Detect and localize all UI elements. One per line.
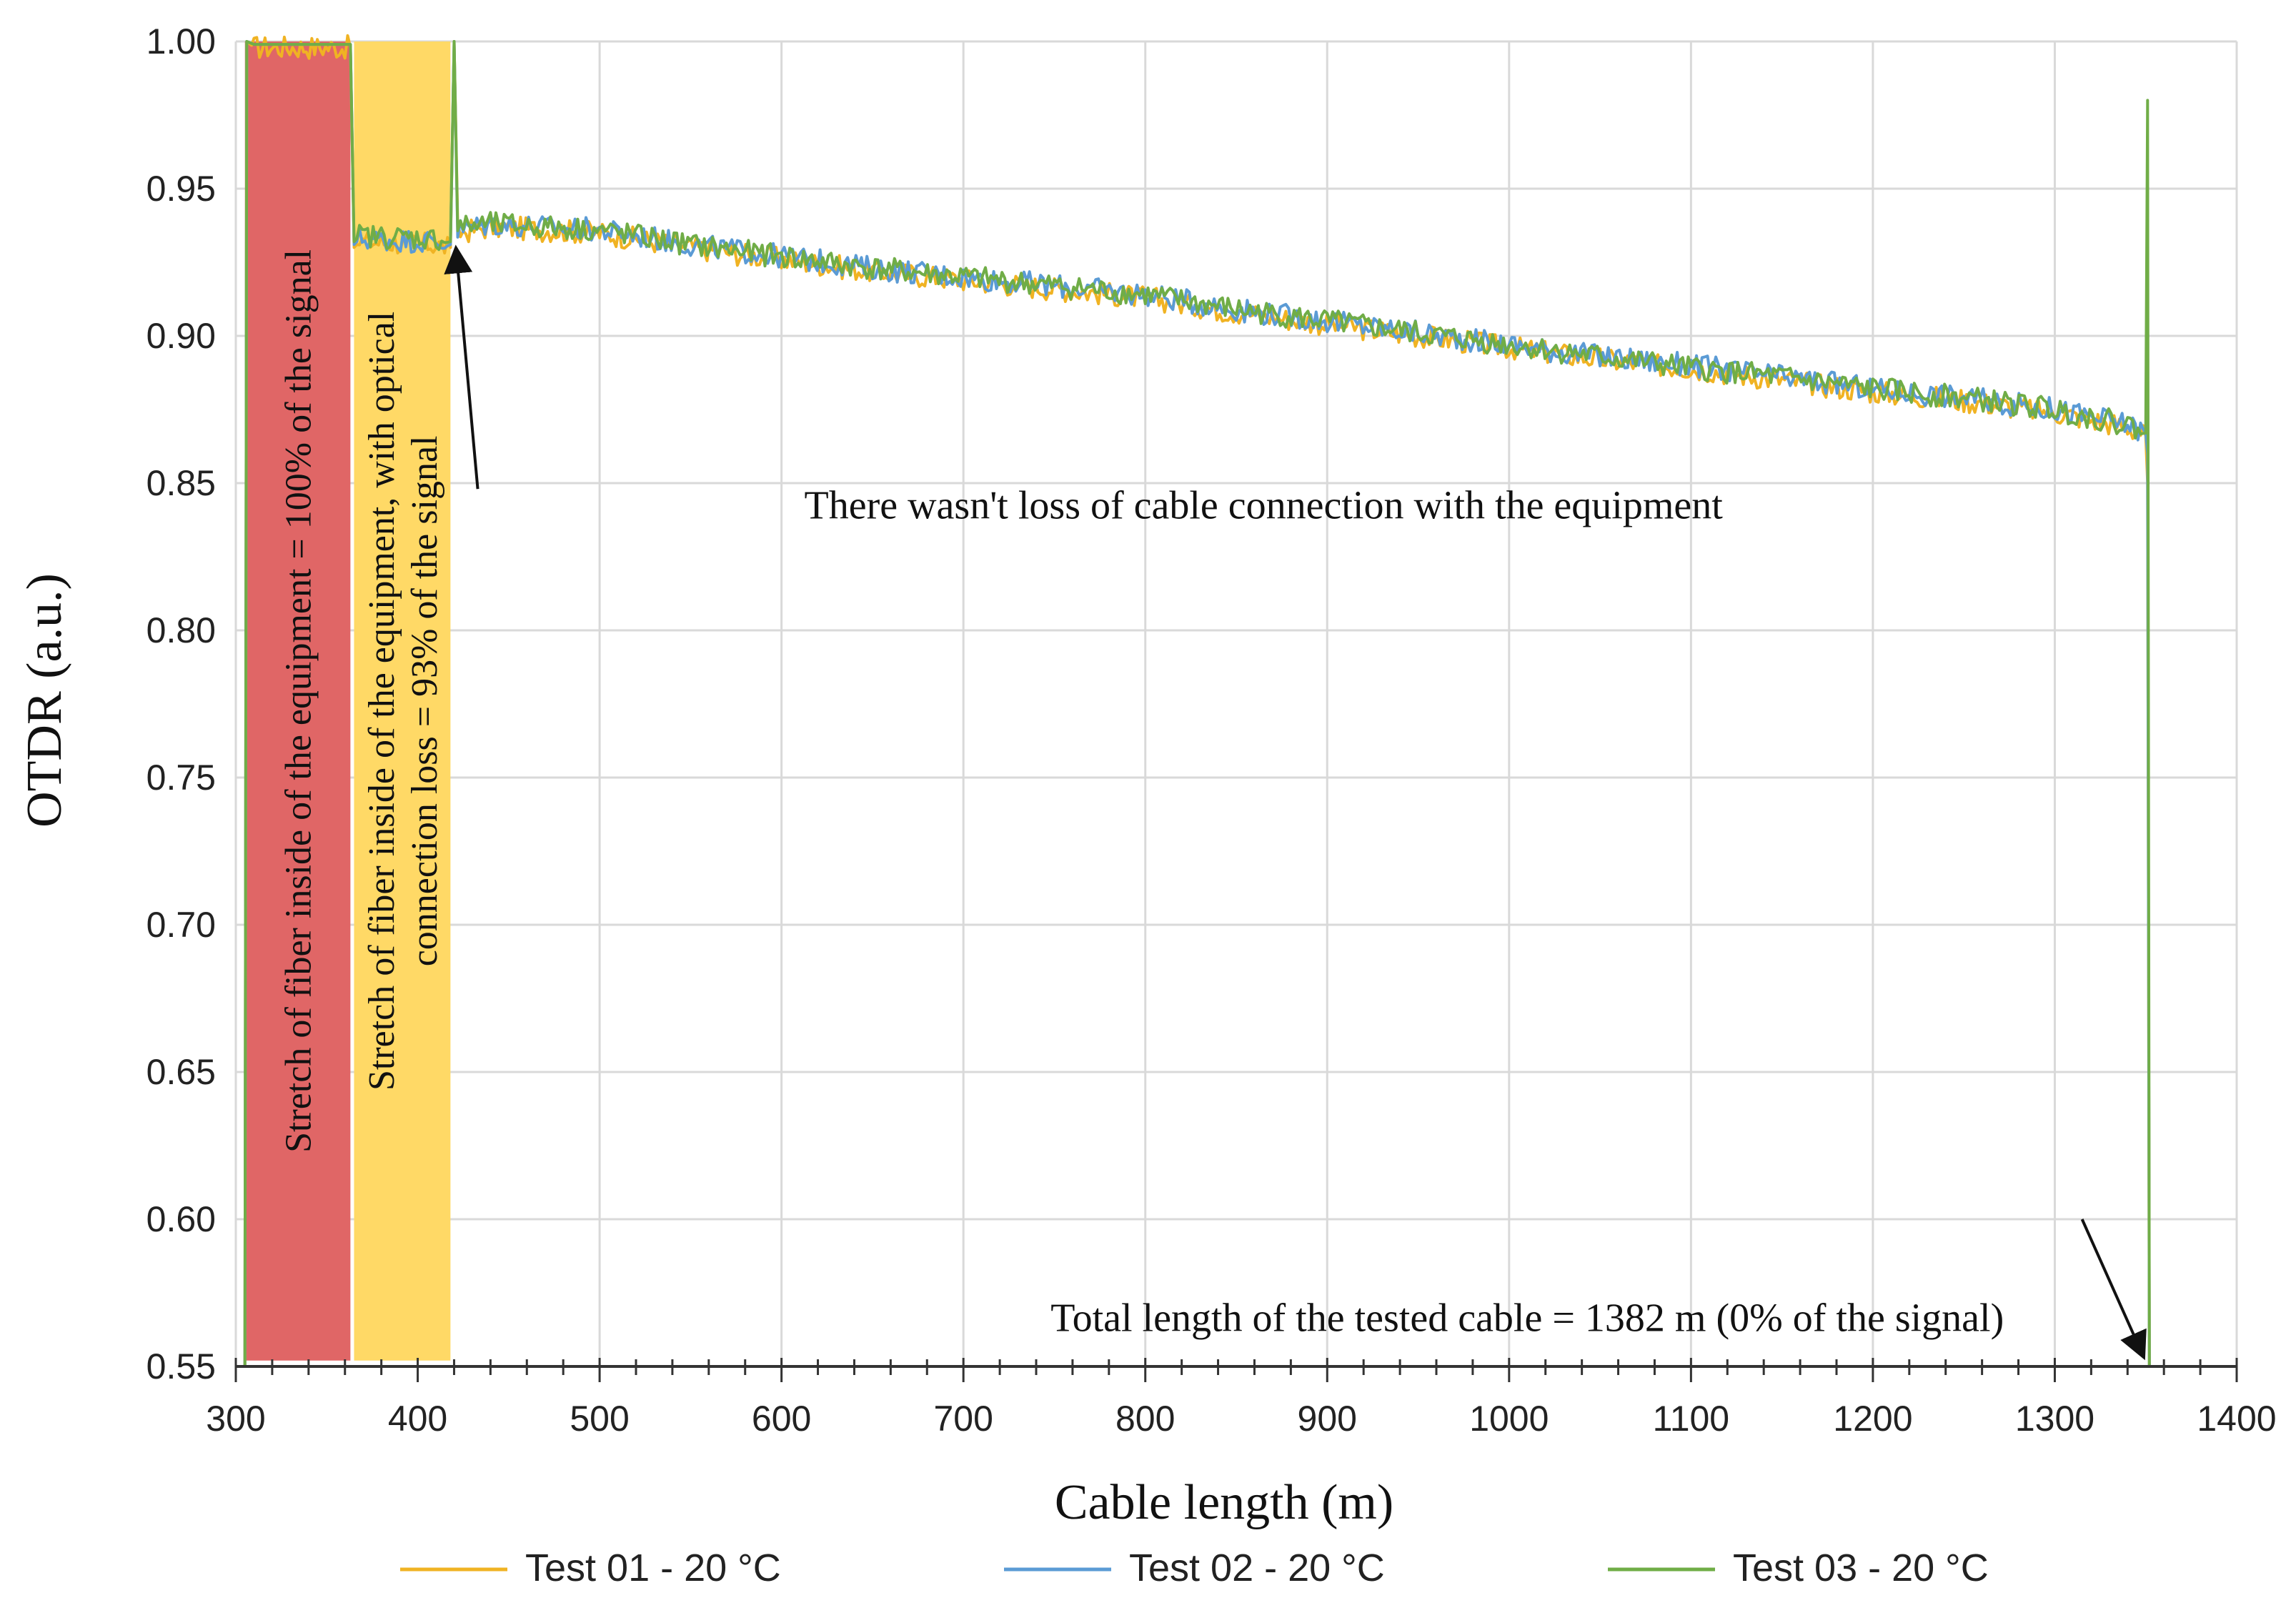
annotation-text-2: Total length of the tested cable = 1382 … — [1050, 1296, 2004, 1341]
region-2-label-line-2: connection loss = 93% of the signal — [404, 435, 445, 966]
y-tick-label-2: 0.65 — [146, 1052, 216, 1092]
region-1 — [244, 41, 351, 1361]
x-tick-label-4: 700 — [933, 1399, 993, 1439]
y-tick-label-6: 0.85 — [146, 463, 216, 503]
region-1-label-line-1: Stretch of fiber inside of the equipment… — [279, 249, 319, 1153]
legend-label-test-02: Test 02 - 20 °C — [1129, 1547, 1385, 1589]
x-tick-label-10: 1300 — [2015, 1399, 2094, 1439]
annotations: There wasn't loss of cable connection wi… — [444, 244, 2147, 1361]
legend: Test 01 - 20 °C Test 02 - 20 °C Test 03 - … — [400, 1547, 1989, 1589]
x-tick-label-2: 500 — [570, 1399, 629, 1439]
y-tick-label-7: 0.90 — [146, 316, 216, 356]
x-tick-label-7: 1000 — [1469, 1399, 1549, 1439]
y-axis-title: OTDR (a.u.) — [17, 573, 72, 828]
annotation-arrow-2 — [2080, 1219, 2147, 1361]
region-2-label-line-1: Stretch of fiber inside of the equipment… — [362, 312, 402, 1091]
series-line-test-03 — [243, 40, 2151, 1367]
x-tick-label-9: 1200 — [1833, 1399, 1912, 1439]
legend-label-test-03: Test 03 - 20 °C — [1733, 1547, 1989, 1589]
y-tick-label-4: 0.75 — [146, 758, 216, 798]
x-tick-label-3: 600 — [752, 1399, 811, 1439]
annotation-text-1: There wasn't loss of cable connection wi… — [805, 483, 1724, 527]
axes: 300 400 500 600 700 800 900 1000 1100 1200 1300 140… — [146, 21, 2277, 1439]
x-tick-label-11: 1400 — [2197, 1399, 2276, 1439]
annotation-arrow-1 — [444, 244, 479, 490]
x-tick-label-1: 400 — [388, 1399, 447, 1439]
x-axis-title: Cable length (m) — [1055, 1475, 1393, 1530]
region-2 — [354, 41, 451, 1361]
y-tick-label-1: 0.60 — [146, 1199, 216, 1239]
legend-label-test-01: Test 01 - 20 °C — [525, 1547, 781, 1589]
y-tick-label-8: 0.95 — [146, 169, 216, 209]
y-tick-label-5: 0.80 — [146, 610, 216, 650]
y-tick-label-0: 0.55 — [146, 1346, 216, 1386]
grid — [234, 40, 2238, 1368]
x-tick-label-0: 300 — [206, 1399, 265, 1439]
y-tick-label-9: 1.00 — [146, 21, 216, 61]
y-tick-label-3: 0.70 — [146, 905, 216, 945]
x-tick-label-5: 800 — [1115, 1399, 1175, 1439]
x-tick-label-6: 900 — [1298, 1399, 1357, 1439]
x-tick-label-8: 1100 — [1653, 1399, 1730, 1439]
series-lines — [243, 34, 2151, 1367]
highlight-regions: Stretch of fiber inside of the equipment… — [244, 41, 451, 1361]
